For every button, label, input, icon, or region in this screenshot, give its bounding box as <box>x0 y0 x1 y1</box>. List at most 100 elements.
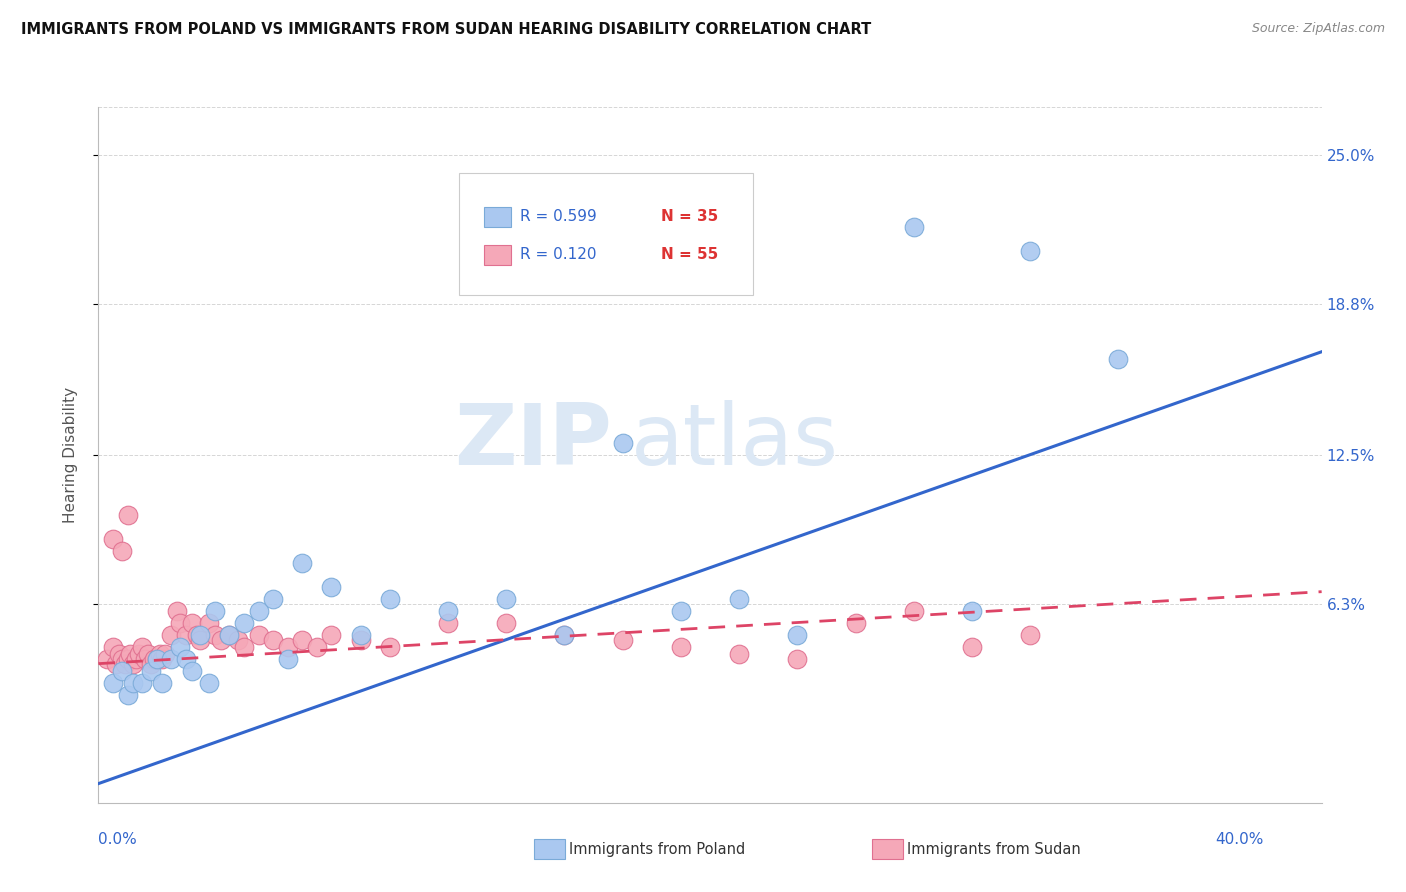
Point <box>152 676 174 690</box>
Point <box>139 657 162 671</box>
Point <box>134 652 156 666</box>
Point <box>495 591 517 606</box>
Point <box>305 640 328 654</box>
Point <box>128 647 150 661</box>
Point <box>111 544 134 558</box>
Point <box>152 652 174 666</box>
Text: N = 55: N = 55 <box>661 247 718 262</box>
Point <box>166 604 188 618</box>
Point <box>495 615 517 630</box>
Point <box>903 604 925 618</box>
Point <box>114 657 136 671</box>
Point <box>437 604 460 618</box>
FancyBboxPatch shape <box>484 207 510 227</box>
Point <box>111 664 134 678</box>
Point <box>226 632 249 647</box>
Point <box>960 640 983 654</box>
Point <box>198 615 221 630</box>
Point <box>1107 351 1129 366</box>
Point <box>277 640 299 654</box>
Point <box>125 652 148 666</box>
Text: Immigrants from Sudan: Immigrants from Sudan <box>907 842 1081 856</box>
FancyBboxPatch shape <box>460 173 752 295</box>
Point <box>349 628 371 642</box>
Point <box>277 652 299 666</box>
Text: R = 0.599: R = 0.599 <box>520 209 598 224</box>
Point <box>247 628 270 642</box>
Point <box>262 632 284 647</box>
Point <box>218 628 240 642</box>
Point <box>169 615 191 630</box>
Point <box>117 652 139 666</box>
Point <box>262 591 284 606</box>
Point <box>101 640 124 654</box>
Text: 40.0%: 40.0% <box>1215 831 1264 847</box>
Point <box>149 647 172 661</box>
Point <box>612 436 634 450</box>
Text: Immigrants from Poland: Immigrants from Poland <box>569 842 745 856</box>
Point <box>198 676 221 690</box>
Point <box>180 664 202 678</box>
Text: Source: ZipAtlas.com: Source: ZipAtlas.com <box>1251 22 1385 36</box>
Point <box>160 628 183 642</box>
Point <box>204 604 226 618</box>
Point <box>131 640 153 654</box>
Point <box>321 580 343 594</box>
Point <box>155 647 177 661</box>
Point <box>169 640 191 654</box>
Point <box>101 676 124 690</box>
Point <box>728 647 751 661</box>
Point <box>233 640 256 654</box>
Point <box>903 219 925 234</box>
Point <box>612 632 634 647</box>
Point <box>845 615 868 630</box>
Text: R = 0.120: R = 0.120 <box>520 247 598 262</box>
Point <box>122 676 145 690</box>
Point <box>145 652 167 666</box>
Text: 0.0%: 0.0% <box>98 831 138 847</box>
Point <box>349 632 371 647</box>
Point <box>321 628 343 642</box>
Point <box>174 652 197 666</box>
Text: atlas: atlas <box>630 400 838 483</box>
Point <box>186 628 208 642</box>
Point <box>786 628 808 642</box>
Point <box>669 640 692 654</box>
Point <box>1019 628 1042 642</box>
Point <box>101 532 124 546</box>
Point <box>142 652 165 666</box>
Point <box>1019 244 1042 258</box>
Point <box>188 628 212 642</box>
Point <box>204 628 226 642</box>
Point <box>136 647 159 661</box>
Point <box>437 615 460 630</box>
Point <box>174 628 197 642</box>
Point <box>378 640 401 654</box>
Point <box>209 632 232 647</box>
Point <box>291 632 314 647</box>
Point <box>120 647 142 661</box>
FancyBboxPatch shape <box>484 245 510 265</box>
Point <box>553 628 575 642</box>
Point <box>122 657 145 671</box>
Point <box>111 652 134 666</box>
Point <box>378 591 401 606</box>
Point <box>233 615 256 630</box>
Point <box>180 615 202 630</box>
Text: ZIP: ZIP <box>454 400 612 483</box>
Point <box>117 688 139 702</box>
Point <box>145 652 167 666</box>
Point <box>218 628 240 642</box>
Point <box>104 657 127 671</box>
Point <box>139 664 162 678</box>
Point <box>669 604 692 618</box>
Point <box>728 591 751 606</box>
Point <box>960 604 983 618</box>
Text: IMMIGRANTS FROM POLAND VS IMMIGRANTS FROM SUDAN HEARING DISABILITY CORRELATION C: IMMIGRANTS FROM POLAND VS IMMIGRANTS FRO… <box>21 22 872 37</box>
Point <box>96 652 118 666</box>
Point <box>131 676 153 690</box>
Point <box>553 628 575 642</box>
Point <box>160 652 183 666</box>
Point <box>247 604 270 618</box>
Point <box>291 556 314 570</box>
